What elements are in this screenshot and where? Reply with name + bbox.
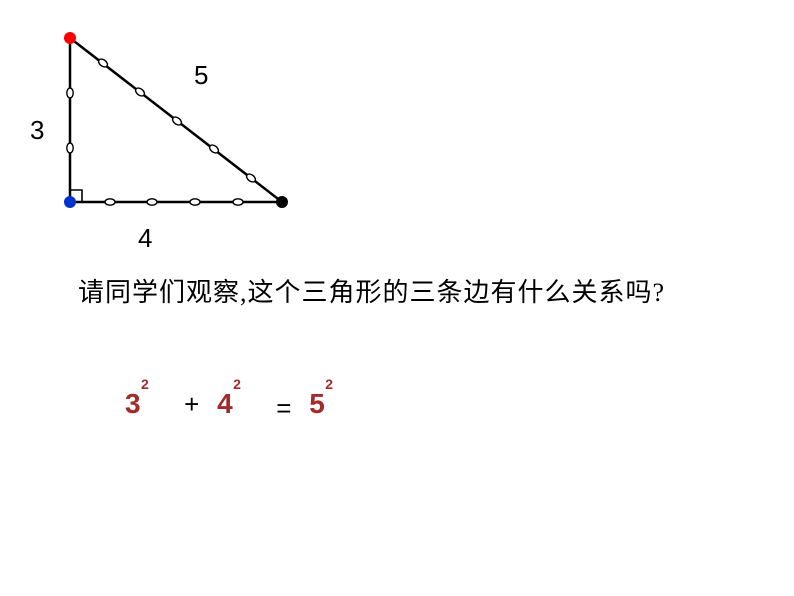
term-1-sup: 2 [141, 376, 149, 392]
equation: 3 2 + 4 2 = 5 2 [125, 388, 325, 420]
tick-h4 [233, 199, 243, 205]
triangle-svg [0, 0, 360, 260]
equation-term-3: 5 2 [309, 388, 325, 420]
term-3-base: 5 [309, 388, 325, 419]
triangle-diagram [0, 0, 360, 265]
vertex-top [64, 32, 76, 44]
equation-term-2: 4 2 [217, 388, 233, 420]
term-1-base: 3 [125, 388, 141, 419]
question-text: 请同学们观察,这个三角形的三条边有什么关系吗? [78, 272, 665, 309]
vertex-right [276, 196, 288, 208]
equation-op-plus: + [184, 389, 199, 420]
tick-h1 [105, 199, 115, 205]
label-side-c: 5 [194, 60, 208, 91]
equation-term-1: 3 2 [125, 388, 141, 420]
vertex-left [64, 196, 76, 208]
label-side-a: 3 [30, 115, 44, 146]
tick-v2 [67, 143, 73, 153]
term-2-sup: 2 [233, 376, 241, 392]
term-2-base: 4 [217, 388, 233, 419]
tick-h3 [190, 199, 200, 205]
term-3-sup: 2 [325, 376, 333, 392]
tick-h2 [147, 199, 157, 205]
equation-op-equals: = [276, 393, 291, 424]
tick-v1 [67, 88, 73, 98]
label-side-b: 4 [138, 223, 152, 254]
